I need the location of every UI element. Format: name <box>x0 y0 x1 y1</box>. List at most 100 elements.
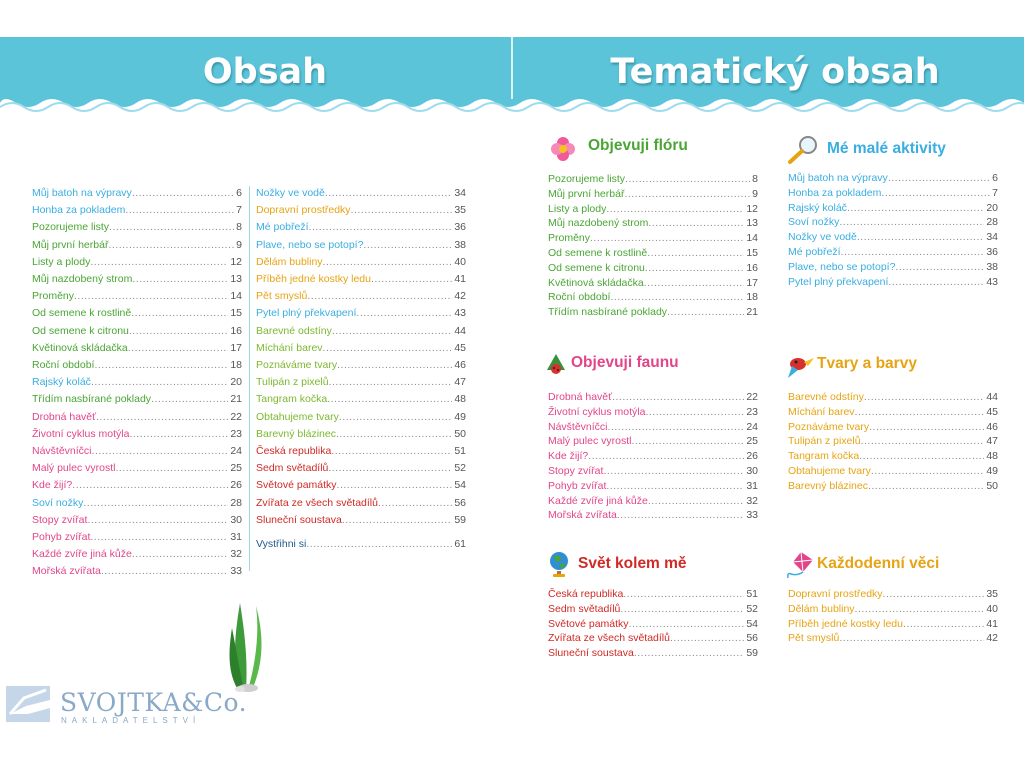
toc-entry[interactable]: Honba za pokladem 7 <box>788 186 998 201</box>
toc-leader-dots <box>363 237 452 254</box>
toc-entry[interactable]: Každé zvíře jiná kůže 32 <box>32 546 242 563</box>
toc-entry-title: Pytel plný překvapení <box>788 275 889 288</box>
toc-leader-dots <box>855 405 985 420</box>
toc-entry[interactable]: Stopy zvířat 30 <box>548 464 758 479</box>
toc-entry[interactable]: Barevné odstíny 44 <box>788 390 998 405</box>
toc-entry[interactable]: Honba za pokladem 7 <box>32 202 242 219</box>
toc-entry[interactable]: Pytel plný překvapení 43 <box>256 305 466 322</box>
toc-leader-dots <box>847 201 984 216</box>
toc-entry[interactable]: Pět smyslů 42 <box>256 288 466 305</box>
toc-entry[interactable]: Každé zvíře jiná kůže 32 <box>548 494 758 509</box>
page-title-right: Tematický obsah <box>610 52 940 92</box>
toc-entry[interactable]: Tulipán z pixelů 47 <box>256 374 466 391</box>
toc-entry[interactable]: Životní cyklus motýla 23 <box>32 426 242 443</box>
toc-entry[interactable]: Pohyb zvířat 31 <box>548 479 758 494</box>
toc-entry[interactable]: Nožky ve vodě 34 <box>788 230 998 245</box>
toc-entry[interactable]: Tangram kočka 48 <box>788 449 998 464</box>
toc-entry[interactable]: Od semene k citronu 16 <box>548 261 758 276</box>
toc-entry[interactable]: Můj nazdobený strom 13 <box>548 216 758 231</box>
toc-entry[interactable]: Rajský koláč 20 <box>32 374 242 391</box>
toc-entry[interactable]: Pytel plný překvapení 43 <box>788 275 998 290</box>
toc-entry[interactable]: Od semene k citronu 16 <box>32 323 242 340</box>
toc-entry[interactable]: Proměny 14 <box>32 288 242 305</box>
toc-entry[interactable]: Obtahujeme tvary 49 <box>256 409 466 426</box>
toc-leader-dots <box>647 246 744 261</box>
toc-entry[interactable]: Sluneční soustava 59 <box>256 512 466 529</box>
toc-entry[interactable]: Od semene k rostlině 15 <box>548 246 758 261</box>
toc-entry[interactable]: Rajský koláč 20 <box>788 201 998 216</box>
toc-entry[interactable]: Roční období 18 <box>32 357 242 374</box>
toc-entry[interactable]: Česká republika 51 <box>548 587 758 602</box>
toc-entry[interactable]: Česká republika 51 <box>256 443 466 460</box>
toc-entry[interactable]: Světové památky 54 <box>548 617 758 632</box>
toc-entry[interactable]: Kde žijí? 26 <box>32 477 242 494</box>
toc-entry[interactable]: Mé pobřeží 36 <box>256 219 466 236</box>
toc-entry[interactable]: Mořská zvířata 33 <box>32 563 242 580</box>
toc-entry[interactable]: Soví nožky 28 <box>788 215 998 230</box>
toc-entry[interactable]: Návštěvníčci 24 <box>32 443 242 460</box>
toc-entry[interactable]: Dopravní prostředky 35 <box>256 202 466 219</box>
toc-entry[interactable]: Poznáváme tvary 46 <box>256 357 466 374</box>
toc-entry[interactable]: Květinová skládačka 17 <box>548 276 758 291</box>
toc-entry[interactable]: Pozorujeme listy 8 <box>548 172 758 187</box>
toc-entry[interactable]: Proměny 14 <box>548 231 758 246</box>
toc-entry[interactable]: Můj první herbář 9 <box>548 187 758 202</box>
toc-entry[interactable]: Mořská zvířata 33 <box>548 508 758 523</box>
toc-entry[interactable]: Dělám bubliny 40 <box>788 602 998 617</box>
toc-entry[interactable]: Míchání barev 45 <box>788 405 998 420</box>
toc-entry[interactable]: Barevný blázinec 50 <box>788 479 998 494</box>
toc-entry[interactable]: Třídím nasbírané poklady 21 <box>548 305 758 320</box>
toc-entry[interactable]: Sedm světadílů 52 <box>256 460 466 477</box>
toc-entry[interactable]: Vystřihni si 61 <box>256 536 466 553</box>
toc-entry[interactable]: Listy a plody 12 <box>548 202 758 217</box>
toc-entry[interactable]: Příběh jedné kostky ledu 41 <box>788 617 998 632</box>
toc-entry[interactable]: Listy a plody 12 <box>32 254 242 271</box>
toc-entry[interactable]: Mé pobřeží 36 <box>788 245 998 260</box>
toc-entry[interactable]: Roční období 18 <box>548 290 758 305</box>
toc-entry[interactable]: Barevný blázinec 50 <box>256 426 466 443</box>
toc-entry-title: Roční období <box>32 359 95 372</box>
toc-entry[interactable]: Malý pulec vyrostl 25 <box>32 460 242 477</box>
toc-entry[interactable]: Tulipán z pixelů 47 <box>788 434 998 449</box>
toc-entry[interactable]: Barevné odstíny 44 <box>256 323 466 340</box>
toc-entry[interactable]: Návštěvníčci 24 <box>548 420 758 435</box>
toc-entry[interactable]: Pět smyslů 42 <box>788 631 998 646</box>
toc-entry[interactable]: Nožky ve vodě 34 <box>256 185 466 202</box>
toc-entry[interactable]: Plave, nebo se potopí? 38 <box>788 260 998 275</box>
toc-leader-dots <box>869 420 984 435</box>
toc-entry[interactable]: Můj první herbář 9 <box>32 237 242 254</box>
toc-entry-title: Tangram kočka <box>256 393 328 406</box>
toc-entry[interactable]: Můj batoh na výpravy 6 <box>788 171 998 186</box>
toc-entry[interactable]: Soví nožky 28 <box>32 495 242 512</box>
toc-page-number: 22 <box>746 391 758 403</box>
toc-entry[interactable]: Drobná havěť 22 <box>32 409 242 426</box>
toc-entry[interactable]: Poznáváme tvary 46 <box>788 420 998 435</box>
toc-entry[interactable]: Kde žijí? 26 <box>548 449 758 464</box>
toc-entry[interactable]: Od semene k rostlině 15 <box>32 305 242 322</box>
toc-entry[interactable]: Míchání barev 45 <box>256 340 466 357</box>
toc-entry[interactable]: Můj batoh na výpravy 6 <box>32 185 242 202</box>
toc-entry[interactable]: Obtahujeme tvary 49 <box>788 464 998 479</box>
toc-entry[interactable]: Dopravní prostředky 35 <box>788 587 998 602</box>
toc-entry[interactable]: Životní cyklus motýla 23 <box>548 405 758 420</box>
toc-entry[interactable]: Sluneční soustava 59 <box>548 646 758 661</box>
toc-entry[interactable]: Tangram kočka 48 <box>256 391 466 408</box>
toc-entry[interactable]: Zvířata ze všech světadílů 56 <box>548 631 758 646</box>
toc-entry[interactable]: Malý pulec vyrostl 25 <box>548 434 758 449</box>
toc-page-number: 16 <box>746 261 758 274</box>
toc-entry[interactable]: Můj nazdobený strom 13 <box>32 271 242 288</box>
toc-entry[interactable]: Zvířata ze všech světadílů 56 <box>256 495 466 512</box>
toc-entry-title: Od semene k rostlině <box>548 246 648 259</box>
toc-entry[interactable]: Sedm světadílů 52 <box>548 602 758 617</box>
toc-entry[interactable]: Pozorujeme listy 8 <box>32 219 242 236</box>
toc-leader-dots <box>307 288 452 305</box>
toc-entry[interactable]: Třídím nasbírané poklady 21 <box>32 391 242 408</box>
toc-entry[interactable]: Drobná havěť 22 <box>548 390 758 405</box>
toc-entry[interactable]: Dělám bubliny 40 <box>256 254 466 271</box>
toc-entry[interactable]: Příběh jedné kostky ledu 41 <box>256 271 466 288</box>
toc-entry[interactable]: Plave, nebo se potopí? 38 <box>256 237 466 254</box>
toc-entry[interactable]: Květinová skládačka 17 <box>32 340 242 357</box>
toc-entry[interactable]: Světové památky 54 <box>256 477 466 494</box>
toc-entry[interactable]: Stopy zvířat 30 <box>32 512 242 529</box>
toc-entry[interactable]: Pohyb zvířat 31 <box>32 529 242 546</box>
